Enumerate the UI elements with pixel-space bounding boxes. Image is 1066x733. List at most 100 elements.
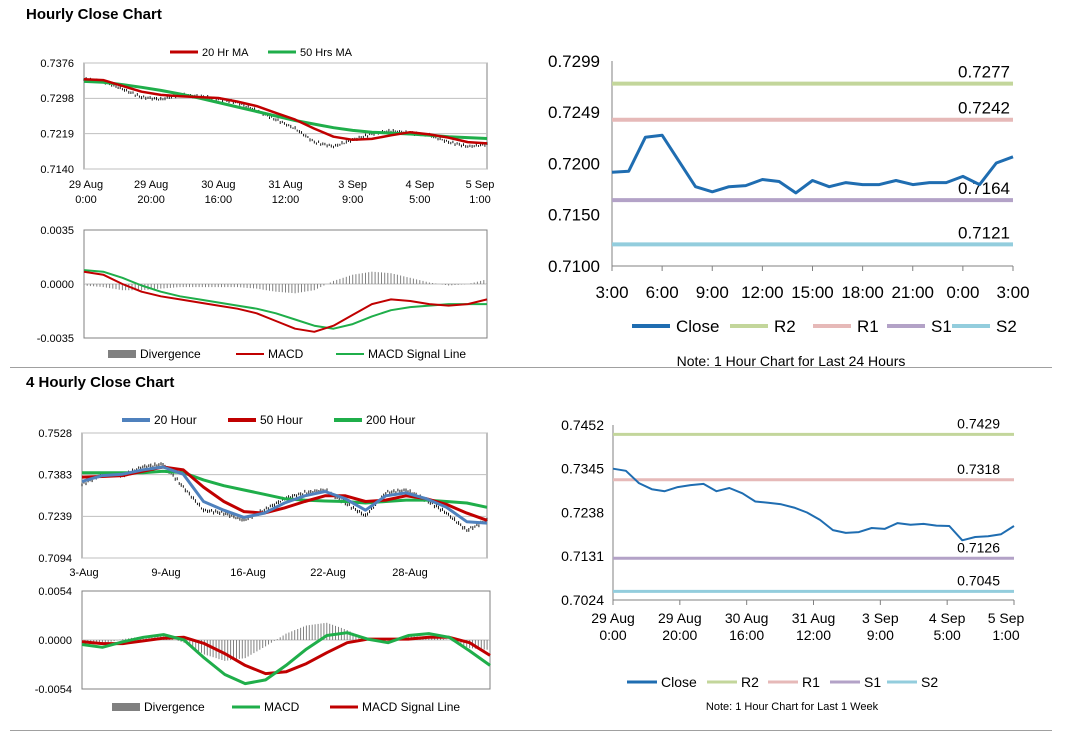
four-hourly-price-x-tick: 22-Aug: [310, 567, 345, 579]
hourly-close-y-tick: 0.7200: [548, 154, 600, 173]
four-hourly-close-x-tick: 29 Aug: [658, 610, 702, 626]
four-hourly-price-x-tick: 16-Aug: [230, 567, 265, 579]
hourly-price-x-tick: 4 Sep: [405, 179, 434, 191]
four-hourly-close-x-tick: 12:00: [796, 627, 831, 643]
hourly-macd-signal-line: [83, 269, 487, 330]
hourly-price-x-tick: 29 Aug: [134, 179, 168, 191]
hourly-r2-level-label: 0.7277: [958, 63, 1010, 82]
hourly-close-x-tick: 18:00: [841, 283, 884, 302]
four-hourly-200h-line: [82, 469, 488, 509]
hourly-50hr-ma-line: [83, 79, 488, 140]
legend-four-hourly-s1-label: S1: [864, 674, 881, 690]
hourly-close-y-tick: 0.7249: [548, 103, 600, 122]
four-hourly-close-x-tick: 5 Sep: [988, 610, 1025, 626]
four-hourly-price-y-tick: 0.7383: [38, 470, 72, 482]
legend-four-hourly-divergence-label: Divergence: [144, 700, 205, 714]
four-hourly-close-y-tick: 0.7131: [561, 548, 604, 564]
legend-hourly-s1-label: S1: [931, 317, 952, 336]
legend-20hr-ma-label: 20 Hr MA: [202, 47, 249, 59]
hourly-price-x-tick: 30 Aug: [201, 179, 235, 191]
legend-hourly-close-label: Close: [676, 317, 719, 336]
legend-hourly-divergence-label: Divergence: [140, 347, 201, 361]
hourly-price-y-tick: 0.7140: [40, 164, 74, 176]
legend-20-hour-label: 20 Hour: [154, 413, 197, 427]
legend-four-hourly-macd-label: MACD: [264, 700, 300, 714]
hourly-close-x-tick: 6:00: [646, 283, 679, 302]
four-hourly-macd-y-tick: 0.0054: [38, 586, 72, 598]
four-hourly-close-x-tick: 9:00: [867, 627, 894, 643]
hourly-section-title: Hourly Close Chart: [26, 6, 162, 23]
legend-50-hour-label: 50 Hour: [260, 413, 303, 427]
hourly-price-x-tick: 12:00: [272, 194, 300, 206]
hourly-price-y-tick: 0.7298: [40, 93, 74, 105]
four-hourly-price-y-tick: 0.7528: [38, 428, 72, 440]
legend-50hrs-ma-label: 50 Hrs MA: [300, 47, 353, 59]
four-hourly-close-x-tick: 1:00: [992, 627, 1019, 643]
four-hourly-close-x-tick: 20:00: [662, 627, 697, 643]
hourly-r1-level-label: 0.7242: [958, 99, 1010, 118]
legend-200-hour-label: 200 Hour: [366, 413, 415, 427]
hourly-price-x-tick: 5 Sep: [466, 179, 495, 191]
four-hourly-price-frame: [81, 432, 488, 559]
hourly-s1-level-label: 0.7164: [958, 179, 1010, 198]
hourly-close-x-tick: 0:00: [946, 283, 979, 302]
hourly-macd-line: [83, 270, 488, 333]
hourly-macd-y-tick: 0.0035: [40, 225, 74, 237]
four-hourly-macd-signal-line: [81, 635, 491, 676]
four-hourly-price-x-tick: 3-Aug: [69, 567, 98, 579]
hourly-price-x-tick: 9:00: [342, 194, 363, 206]
legend-hourly-s2-label: S2: [996, 317, 1017, 336]
hourly-price-x-tick: 3 Sep: [338, 179, 367, 191]
four-hourly-close-x-tick: 3 Sep: [862, 610, 899, 626]
hourly-close-y-tick: 0.7150: [548, 206, 600, 225]
hourly-close-line: [611, 133, 1014, 195]
hourly-close-x-tick: 3:00: [996, 283, 1029, 302]
four-hourly-price-y-tick: 0.7094: [38, 553, 72, 565]
four-hourly-close-x-tick: 30 Aug: [725, 610, 769, 626]
legend-hourly-r1-label: R1: [857, 317, 879, 336]
bottom-divider: [10, 730, 1052, 731]
four-hourly-close-y-tick: 0.7024: [561, 592, 604, 608]
legend-four-hourly-r2-label: R2: [741, 674, 759, 690]
four-hourly-r2-level-label: 0.7429: [957, 415, 1000, 431]
section-divider: [10, 367, 1052, 368]
hourly-price-x-tick: 1:00: [469, 194, 490, 206]
hourly-macd-y-tick: -0.0035: [37, 333, 74, 345]
four-hourly-close-y-tick: 0.7345: [561, 461, 604, 477]
four-hourly-close-x-tick: 29 Aug: [591, 610, 635, 626]
hourly-close-x-tick: 3:00: [595, 283, 628, 302]
hourly-price-x-tick: 5:00: [409, 194, 430, 206]
hourly-price-x-tick: 16:00: [205, 194, 233, 206]
four-hourly-macd-line: [81, 631, 491, 686]
four-hourly-close-x-tick: 31 Aug: [792, 610, 836, 626]
hourly-price-x-tick: 0:00: [75, 194, 96, 206]
four-hourly-r1-level-label: 0.7318: [957, 461, 1000, 477]
legend-four-hourly-r1-label: R1: [802, 674, 820, 690]
four-hourly-close-y-tick: 0.7238: [561, 504, 604, 520]
hourly-close-y-tick: 0.7299: [548, 52, 600, 71]
hourly-price-y-tick: 0.7376: [40, 58, 74, 70]
four-hourly-section-title: 4 Hourly Close Chart: [26, 374, 175, 391]
four-hourly-s1-level-label: 0.7126: [957, 539, 1000, 555]
four-hourly-price-x-tick: 9-Aug: [151, 567, 180, 579]
hourly-close-note: Note: 1 Hour Chart for Last 24 Hours: [677, 353, 906, 369]
legend-four-hourly-close-label: Close: [661, 674, 697, 690]
hourly-s2-level-label: 0.7121: [958, 223, 1010, 242]
four-hourly-close-x-tick: 16:00: [729, 627, 764, 643]
four-hourly-macd-y-tick: 0.0000: [38, 635, 72, 647]
hourly-close-x-tick: 9:00: [696, 283, 729, 302]
legend-hourly-divergence-swatch: [108, 350, 136, 358]
four-hourly-price-y-tick: 0.7239: [38, 511, 72, 523]
legend-four-hourly-s2-label: S2: [921, 674, 938, 690]
hourly-close-x-tick: 12:00: [741, 283, 784, 302]
four-hourly-price-x-tick: 28-Aug: [392, 567, 427, 579]
four-hourly-s2-level-label: 0.7045: [957, 572, 1000, 588]
four-hourly-close-y-tick: 0.7452: [561, 417, 604, 433]
four-hourly-20h-line: [81, 465, 488, 525]
hourly-macd-y-tick: 0.0000: [40, 279, 74, 291]
hourly-price-y-tick: 0.7219: [40, 129, 74, 141]
four-hourly-close-x-tick: 5:00: [934, 627, 961, 643]
legend-hourly-signal-label: MACD Signal Line: [368, 347, 466, 361]
legend-four-hourly-divergence-swatch: [112, 703, 140, 711]
hourly-price-x-tick: 20:00: [137, 194, 165, 206]
